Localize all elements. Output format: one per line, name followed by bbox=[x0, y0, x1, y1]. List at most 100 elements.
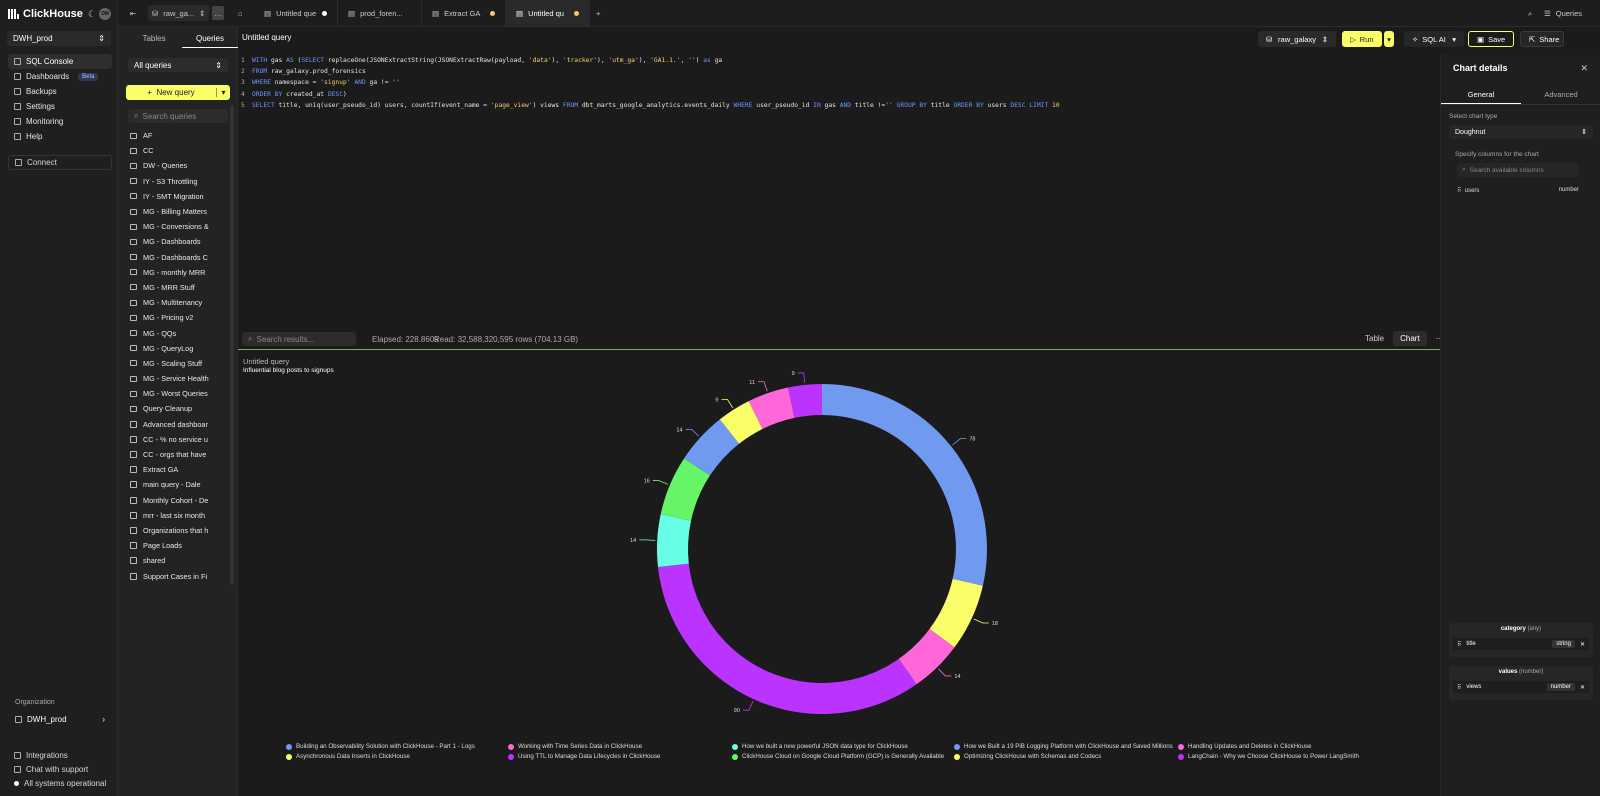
nav-item-monitoring[interactable]: Monitoring bbox=[8, 114, 112, 129]
query-tab[interactable]: ▤ Untitled que bbox=[254, 0, 338, 27]
query-file[interactable]: CC - % no service u bbox=[130, 432, 230, 447]
query-folder[interactable]: AF bbox=[130, 128, 230, 143]
doughnut-slice[interactable] bbox=[748, 387, 795, 429]
nav-item-backups[interactable]: Backups bbox=[8, 84, 112, 99]
query-file[interactable]: Organizations that h bbox=[130, 523, 230, 538]
query-folder[interactable]: MG - Billing Matters bbox=[130, 204, 230, 219]
query-file[interactable]: Extract GA bbox=[130, 462, 230, 477]
new-query-button[interactable]: + New query ▾ bbox=[126, 85, 230, 100]
doughnut-slice[interactable] bbox=[719, 401, 763, 444]
query-file[interactable]: Monthly Cohort - De bbox=[130, 493, 230, 508]
db-selector[interactable]: ⛁ raw_ga... ⇕ bbox=[148, 5, 210, 21]
query-file[interactable]: main query - Dale bbox=[130, 477, 230, 492]
code-line[interactable]: 5 SELECT title, uniq(user_pseudo_id) user… bbox=[238, 100, 1440, 111]
query-folder[interactable]: MG - QueryLog bbox=[130, 341, 230, 356]
nav-item-settings[interactable]: Settings bbox=[8, 99, 112, 114]
theme-icon[interactable]: ☾ bbox=[88, 8, 97, 19]
chevron-down-icon[interactable]: ▾ bbox=[216, 88, 230, 97]
drag-handle-icon[interactable]: ⠿ bbox=[1457, 641, 1462, 648]
query-file[interactable]: Advanced dashboar bbox=[130, 417, 230, 432]
tab-advanced[interactable]: Advanced bbox=[1544, 90, 1578, 99]
legend-item[interactable]: ClickHouse Cloud on Google Cloud Platfor… bbox=[732, 752, 954, 761]
legend-item[interactable]: Using TTL to Manage Data Lifecycles in C… bbox=[508, 752, 732, 761]
close-icon[interactable]: ✕ bbox=[1579, 641, 1585, 648]
doughnut-slice[interactable] bbox=[657, 563, 917, 714]
legend-item[interactable]: Asynchronous Data Inserts in ClickHouse bbox=[286, 752, 508, 761]
service-selector[interactable]: DWH_prod ⇕ bbox=[7, 31, 111, 46]
legend-item[interactable]: How we built a new powerful JSON data ty… bbox=[732, 742, 954, 751]
query-folder[interactable]: MG - Worst Queries bbox=[130, 386, 230, 401]
legend-item[interactable]: LangChain - Why we Choose ClickHouse to … bbox=[1178, 752, 1406, 761]
save-button[interactable]: ▣ Save bbox=[1468, 31, 1514, 47]
drag-handle-icon[interactable]: ⠿ bbox=[1457, 684, 1462, 691]
legend-item[interactable]: How we Built a 19 PiB Logging Platform w… bbox=[954, 742, 1178, 751]
nav-item-help[interactable]: Help bbox=[8, 129, 112, 144]
drag-handle-icon[interactable]: ⠿ bbox=[1457, 187, 1462, 194]
query-folder[interactable]: MG - Service Health bbox=[130, 371, 230, 386]
code-line[interactable]: 3 WHERE namespace = 'signup' AND ga != '' bbox=[238, 77, 1440, 88]
category-column[interactable]: ⠿ title string ✕ bbox=[1453, 638, 1589, 650]
doughnut-slice[interactable] bbox=[684, 419, 740, 476]
available-column[interactable]: ⠿ users number bbox=[1457, 185, 1579, 195]
more-options-button[interactable]: … bbox=[212, 6, 224, 20]
chart-type-select[interactable]: Doughnut ⇕ bbox=[1449, 125, 1593, 139]
home-icon[interactable]: ⌂ bbox=[238, 9, 243, 18]
legend-item[interactable]: Handling Updates and Deletes in ClickHou… bbox=[1178, 742, 1406, 751]
doughnut-slice[interactable] bbox=[898, 628, 955, 685]
query-folder[interactable]: IY - SMT Migration bbox=[130, 189, 230, 204]
code-line[interactable]: 2 FROM raw_galaxy.prod_forensics bbox=[238, 66, 1440, 77]
query-folder[interactable]: MG - Dashboards bbox=[130, 234, 230, 249]
query-folder[interactable]: Query Cleanup bbox=[130, 401, 230, 416]
avatar[interactable]: DM bbox=[99, 8, 112, 20]
query-folder[interactable]: MG - monthly MRR bbox=[130, 265, 230, 280]
legend-item[interactable]: Optimizing ClickHouse with Schemas and C… bbox=[954, 752, 1178, 761]
results-search-input[interactable]: ⌕ Search results... bbox=[242, 332, 356, 346]
values-column[interactable]: ⠿ views number ✕ bbox=[1453, 681, 1589, 693]
org-selector[interactable]: DWH_prod › bbox=[10, 712, 110, 726]
query-tab-active[interactable]: ▤ Untitled qu bbox=[506, 0, 590, 27]
connect-button[interactable]: Connect bbox=[8, 155, 112, 170]
columns-search-input[interactable]: ⌕ Search available columns bbox=[1457, 163, 1579, 177]
tab-general[interactable]: General bbox=[1441, 87, 1521, 104]
doughnut-slice[interactable] bbox=[929, 578, 983, 648]
query-folder[interactable]: MG - MRR Stuff bbox=[130, 280, 230, 295]
nav-item-dashboards[interactable]: Dashboards Beta bbox=[8, 69, 112, 84]
query-file[interactable]: shared bbox=[130, 553, 230, 568]
query-folder[interactable]: DW - Queries bbox=[130, 158, 230, 173]
query-title[interactable]: Untitled query bbox=[242, 33, 292, 42]
doughnut-slice[interactable] bbox=[822, 384, 987, 586]
query-search-input[interactable]: ⌕ Search queries bbox=[128, 109, 228, 123]
code-line[interactable]: 4 ORDER BY created_at DESC) bbox=[238, 89, 1440, 100]
nav-item-sql-console[interactable]: SQL Console bbox=[8, 54, 112, 69]
code-line[interactable]: 1 WITH gas AS (SELECT replaceOne(JSONExtr… bbox=[238, 55, 1440, 66]
legend-item[interactable]: Working with Time Series Data in ClickHo… bbox=[508, 742, 732, 751]
query-tab[interactable]: ▤ Extract GA bbox=[422, 0, 506, 27]
query-file[interactable]: Page Loads bbox=[130, 538, 230, 553]
query-folder[interactable]: MG - Multitenancy bbox=[130, 295, 230, 310]
query-file[interactable]: Support Cases in Fi bbox=[130, 568, 230, 583]
sql-editor[interactable]: 1 WITH gas AS (SELECT replaceOne(JSONExtr… bbox=[238, 55, 1440, 325]
run-button[interactable]: ▷ Run bbox=[1342, 31, 1382, 47]
run-options-button[interactable]: ▾ bbox=[1384, 31, 1394, 47]
search-icon[interactable]: ⌕ bbox=[1528, 8, 1533, 18]
sql-ai-button[interactable]: ✧ SQL AI ▾ bbox=[1404, 31, 1464, 47]
tab-table[interactable]: Table bbox=[1365, 334, 1385, 343]
query-folder[interactable]: MG - Dashboards C bbox=[130, 250, 230, 265]
query-file[interactable]: mrr - last six month bbox=[130, 508, 230, 523]
query-folder[interactable]: IY - S3 Throttling bbox=[130, 174, 230, 189]
values-dropzone[interactable]: values (number) ⠿ views number ✕ bbox=[1449, 666, 1593, 700]
add-tab-icon[interactable]: + bbox=[596, 9, 601, 18]
query-folder[interactable]: MG - Conversions & bbox=[130, 219, 230, 234]
legend-item[interactable]: Building an Observability Solution with … bbox=[286, 742, 508, 751]
collapse-sidebar-icon[interactable]: ⇤ bbox=[130, 9, 137, 18]
doughnut-slice[interactable] bbox=[660, 458, 710, 521]
share-button[interactable]: ⇱ Share bbox=[1520, 31, 1564, 47]
close-icon[interactable]: ✕ bbox=[1580, 63, 1588, 73]
status-link[interactable]: All systems operational bbox=[14, 776, 106, 790]
category-dropzone[interactable]: category (any) ⠿ title string ✕ bbox=[1449, 623, 1593, 657]
close-icon[interactable]: ✕ bbox=[1579, 684, 1585, 691]
query-folder[interactable]: MG - Scaling Stuff bbox=[130, 356, 230, 371]
integrations-link[interactable]: Integrations bbox=[14, 748, 106, 762]
support-link[interactable]: Chat with support bbox=[14, 762, 106, 776]
tab-tables[interactable]: Tables bbox=[142, 34, 166, 43]
